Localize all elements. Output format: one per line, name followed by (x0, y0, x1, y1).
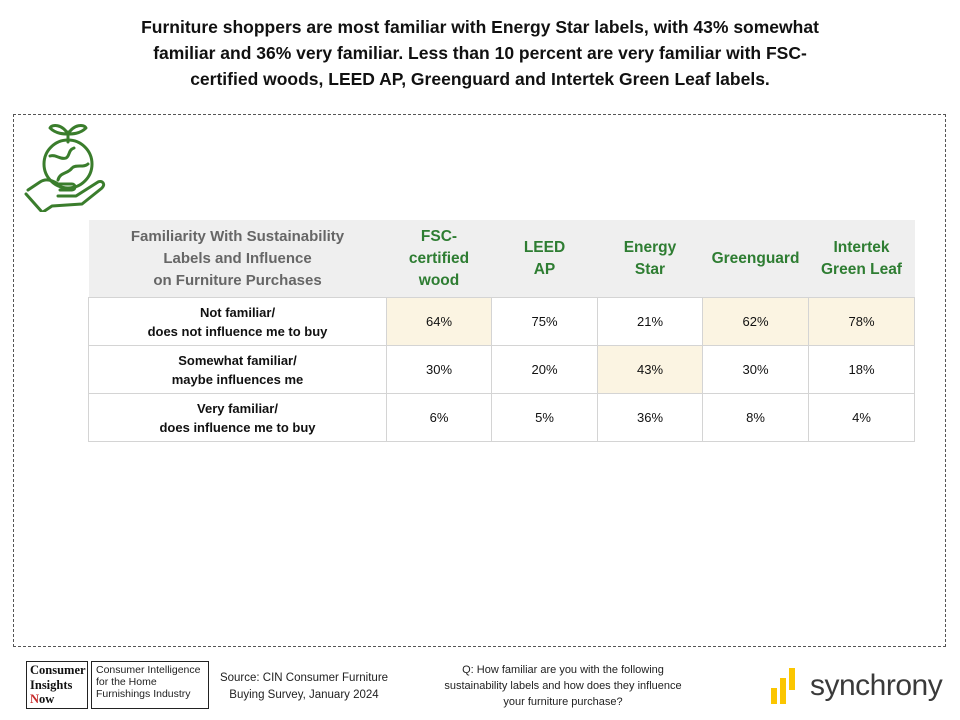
globe-in-hand-icon (24, 124, 106, 212)
headline-line: familiar and 36% very familiar. Less tha… (153, 43, 807, 63)
row-label-line: does not influence me to buy (147, 323, 328, 339)
column-header: Greenguard (702, 220, 809, 298)
value-cell: 4% (808, 393, 915, 442)
table-header-row: Familiarity With Sustainability Labels a… (88, 220, 915, 298)
question-line: your furniture purchase? (503, 696, 623, 708)
column-header: Energy Star (597, 220, 703, 298)
cin-tagline-line: Consumer Intelligence (96, 664, 201, 676)
source-line: Source: CIN Consumer Furniture (219, 672, 389, 684)
value-cell: 64% (386, 297, 492, 346)
column-header-line: Intertek (833, 238, 890, 256)
cin-tagline-line: for the Home (96, 676, 157, 688)
value-cell: 6% (386, 393, 492, 442)
table-row: Very familiar/does influence me to buy 6%… (88, 393, 915, 442)
value-cell: 8% (702, 393, 809, 442)
value-cell: 30% (386, 345, 492, 394)
row-label-line: Not familiar/ (199, 304, 276, 320)
table-body: Not familiar/does not influence me to bu… (88, 297, 915, 442)
column-header-line: Energy (623, 238, 677, 256)
column-header-line: wood (418, 271, 460, 289)
row-label-line: maybe influences me (171, 371, 304, 387)
familiarity-table: Familiarity With Sustainability Labels a… (88, 220, 915, 442)
column-header-line: Green Leaf (821, 260, 902, 278)
column-header: FSC-certified wood (386, 220, 492, 298)
table-row: Not familiar/does not influence me to bu… (88, 297, 915, 346)
synchrony-bars-icon (771, 668, 795, 704)
headline: Furniture shoppers are most familiar wit… (108, 14, 852, 92)
value-cell: 36% (597, 393, 703, 442)
column-header-line: AP (533, 260, 556, 278)
column-header-line: FSC-certified (408, 227, 470, 267)
value-cell: 43% (597, 345, 703, 394)
cin-tagline-line: Furnishings Industry (96, 688, 191, 700)
value-cell: 62% (702, 297, 809, 346)
synchrony-wordmark: synchrony (810, 669, 943, 702)
cin-tagline: Consumer Intelligence for the Home Furni… (91, 661, 209, 709)
row-label: Not familiar/does not influence me to bu… (88, 297, 387, 346)
table-row: Somewhat familiar/maybe influences me 30%… (88, 345, 915, 394)
source-note: Source: CIN Consumer Furniture Buying Su… (212, 670, 396, 704)
table-title: Familiarity With Sustainability Labels a… (88, 220, 387, 298)
row-label: Somewhat familiar/maybe influences me (88, 345, 387, 394)
row-label-line: does influence me to buy (159, 419, 316, 435)
row-label: Very familiar/does influence me to buy (88, 393, 387, 442)
column-header-line: LEED (523, 238, 566, 256)
column-header-line: Greenguard (711, 249, 800, 267)
cin-logo-accent: N (30, 692, 40, 706)
cin-logo-text: ow (39, 692, 55, 706)
value-cell: 78% (808, 297, 915, 346)
cin-logo: Consumer Insights Now Consumer Intellige… (26, 661, 216, 709)
row-label-line: Very familiar/ (197, 400, 278, 416)
value-cell: 30% (702, 345, 809, 394)
value-cell: 18% (808, 345, 915, 394)
table-title-line: Familiarity With Sustainability (130, 227, 345, 245)
column-header-line: Star (634, 260, 666, 278)
question-line: Q: How familiar are you with the followi… (462, 664, 664, 676)
value-cell: 20% (491, 345, 598, 394)
source-line: Buying Survey, January 2024 (229, 689, 379, 701)
table-title-line: Labels and Influence (163, 249, 312, 267)
cin-logo-text: Now (30, 692, 84, 707)
synchrony-logo: synchrony (770, 664, 950, 708)
column-header: Intertek Green Leaf (808, 220, 915, 298)
headline-line: Furniture shoppers are most familiar wit… (141, 17, 819, 37)
value-cell: 21% (597, 297, 703, 346)
row-label-line: Somewhat familiar/ (178, 352, 297, 368)
cin-logo-mark: Consumer Insights Now (26, 661, 88, 709)
survey-question: Q: How familiar are you with the followi… (418, 662, 708, 710)
table-title-line: on Furniture Purchases (153, 271, 322, 289)
question-line: sustainability labels and how does they … (444, 680, 682, 692)
value-cell: 75% (491, 297, 598, 346)
value-cell: 5% (491, 393, 598, 442)
content-frame (13, 114, 946, 647)
cin-logo-text: Consumer (30, 663, 86, 677)
cin-logo-text: Insights (30, 677, 73, 692)
headline-line: certified woods, LEED AP, Greenguard and… (190, 69, 770, 89)
column-header: LEED AP (491, 220, 598, 298)
